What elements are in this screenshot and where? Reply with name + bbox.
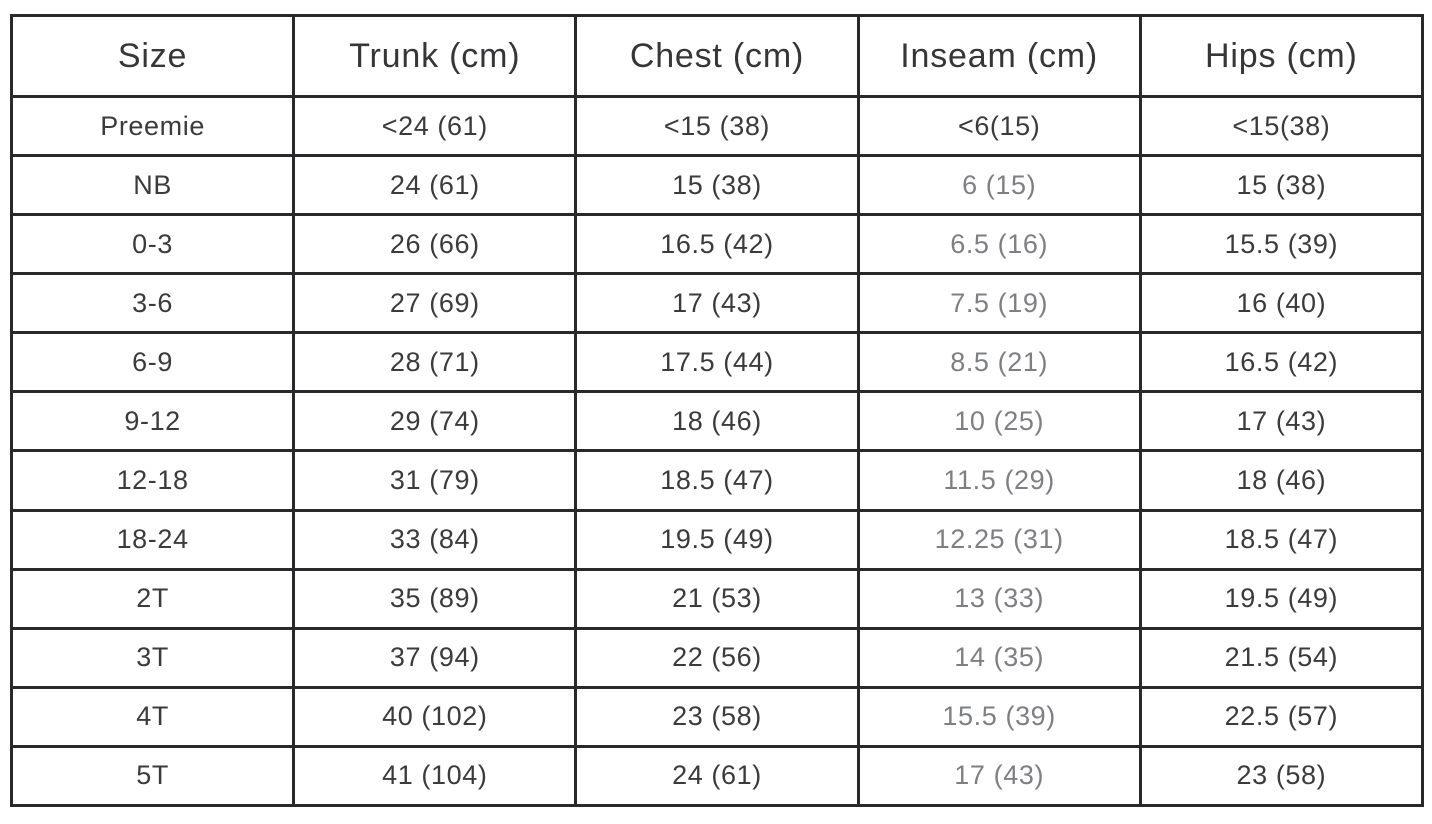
table-row: 18-24 33 (84) 19.5 (49) 12.25 (31) 18.5 …: [9, 508, 1425, 571]
hips-cell: <15(38): [1138, 94, 1425, 158]
trunk-cell: <24 (61): [292, 94, 578, 158]
inseam-cell: 17 (43): [856, 744, 1142, 808]
table-row: 3T 37 (94) 22 (56) 14 (35) 21.5 (54): [9, 626, 1425, 689]
chest-cell: 19.5 (49): [574, 508, 860, 571]
chest-cell: 18.5 (47): [574, 449, 860, 512]
size-cell: 9-12: [9, 390, 296, 453]
column-header-chest: Chest (cm): [574, 14, 860, 98]
table-row: 4T 40 (102) 23 (58) 15.5 (39) 22.5 (57): [9, 685, 1425, 748]
size-cell: NB: [9, 154, 296, 217]
trunk-cell: 28 (71): [292, 331, 578, 394]
chest-cell: 21 (53): [574, 567, 860, 630]
table-header-row: Size Trunk (cm) Chest (cm) Inseam (cm) H…: [9, 14, 1425, 98]
hips-cell: 22.5 (57): [1138, 685, 1425, 748]
chest-cell: 17 (43): [574, 272, 860, 335]
trunk-cell: 31 (79): [292, 449, 578, 512]
size-cell: 0-3: [9, 213, 296, 276]
size-chart-table: Size Trunk (cm) Chest (cm) Inseam (cm) H…: [9, 14, 1425, 808]
inseam-cell: 7.5 (19): [856, 272, 1142, 335]
inseam-cell: 8.5 (21): [856, 331, 1142, 394]
size-cell: 18-24: [9, 508, 296, 571]
hips-cell: 18 (46): [1138, 449, 1425, 512]
trunk-cell: 29 (74): [292, 390, 578, 453]
table-body: Preemie <24 (61) <15 (38) <6(15) <15(38)…: [9, 94, 1425, 808]
chest-cell: 15 (38): [574, 154, 860, 217]
hips-cell: 15.5 (39): [1138, 213, 1425, 276]
hips-cell: 16.5 (42): [1138, 331, 1425, 394]
table-header: Size Trunk (cm) Chest (cm) Inseam (cm) H…: [9, 14, 1425, 98]
table-row: 3-6 27 (69) 17 (43) 7.5 (19) 16 (40): [9, 272, 1425, 335]
size-cell: 3T: [9, 626, 296, 689]
inseam-cell: 11.5 (29): [856, 449, 1142, 512]
inseam-cell: <6(15): [856, 94, 1142, 158]
hips-cell: 15 (38): [1138, 154, 1425, 217]
size-cell: 3-6: [9, 272, 296, 335]
trunk-cell: 24 (61): [292, 154, 578, 217]
trunk-cell: 37 (94): [292, 626, 578, 689]
trunk-cell: 40 (102): [292, 685, 578, 748]
table-row: 2T 35 (89) 21 (53) 13 (33) 19.5 (49): [9, 567, 1425, 630]
chest-cell: 17.5 (44): [574, 331, 860, 394]
table-row: 0-3 26 (66) 16.5 (42) 6.5 (16) 15.5 (39): [9, 213, 1425, 276]
chest-cell: 18 (46): [574, 390, 860, 453]
size-cell: Preemie: [9, 94, 296, 158]
size-cell: 6-9: [9, 331, 296, 394]
table-row: 6-9 28 (71) 17.5 (44) 8.5 (21) 16.5 (42): [9, 331, 1425, 394]
size-cell: 2T: [9, 567, 296, 630]
column-header-size: Size: [9, 14, 296, 98]
inseam-cell: 13 (33): [856, 567, 1142, 630]
hips-cell: 18.5 (47): [1138, 508, 1425, 571]
hips-cell: 19.5 (49): [1138, 567, 1425, 630]
trunk-cell: 26 (66): [292, 213, 578, 276]
inseam-cell: 15.5 (39): [856, 685, 1142, 748]
chest-cell: 23 (58): [574, 685, 860, 748]
inseam-cell: 10 (25): [856, 390, 1142, 453]
hips-cell: 23 (58): [1138, 744, 1425, 808]
table-row: Preemie <24 (61) <15 (38) <6(15) <15(38): [9, 94, 1425, 158]
hips-cell: 16 (40): [1138, 272, 1425, 335]
hips-cell: 21.5 (54): [1138, 626, 1425, 689]
table-row: 12-18 31 (79) 18.5 (47) 11.5 (29) 18 (46…: [9, 449, 1425, 512]
inseam-cell: 12.25 (31): [856, 508, 1142, 571]
trunk-cell: 33 (84): [292, 508, 578, 571]
inseam-cell: 6.5 (16): [856, 213, 1142, 276]
column-header-inseam: Inseam (cm): [856, 14, 1142, 98]
chest-cell: 24 (61): [574, 744, 860, 808]
hips-cell: 17 (43): [1138, 390, 1425, 453]
table-row: 9-12 29 (74) 18 (46) 10 (25) 17 (43): [9, 390, 1425, 453]
column-header-hips: Hips (cm): [1138, 14, 1425, 98]
inseam-cell: 14 (35): [856, 626, 1142, 689]
size-cell: 4T: [9, 685, 296, 748]
chest-cell: 16.5 (42): [574, 213, 860, 276]
chest-cell: <15 (38): [574, 94, 860, 158]
table-row: 5T 41 (104) 24 (61) 17 (43) 23 (58): [9, 744, 1425, 808]
size-cell: 12-18: [9, 449, 296, 512]
trunk-cell: 41 (104): [292, 744, 578, 808]
table-row: NB 24 (61) 15 (38) 6 (15) 15 (38): [9, 154, 1425, 217]
size-cell: 5T: [9, 744, 296, 808]
trunk-cell: 27 (69): [292, 272, 578, 335]
inseam-cell: 6 (15): [856, 154, 1142, 217]
trunk-cell: 35 (89): [292, 567, 578, 630]
column-header-trunk: Trunk (cm): [292, 14, 578, 98]
chest-cell: 22 (56): [574, 626, 860, 689]
